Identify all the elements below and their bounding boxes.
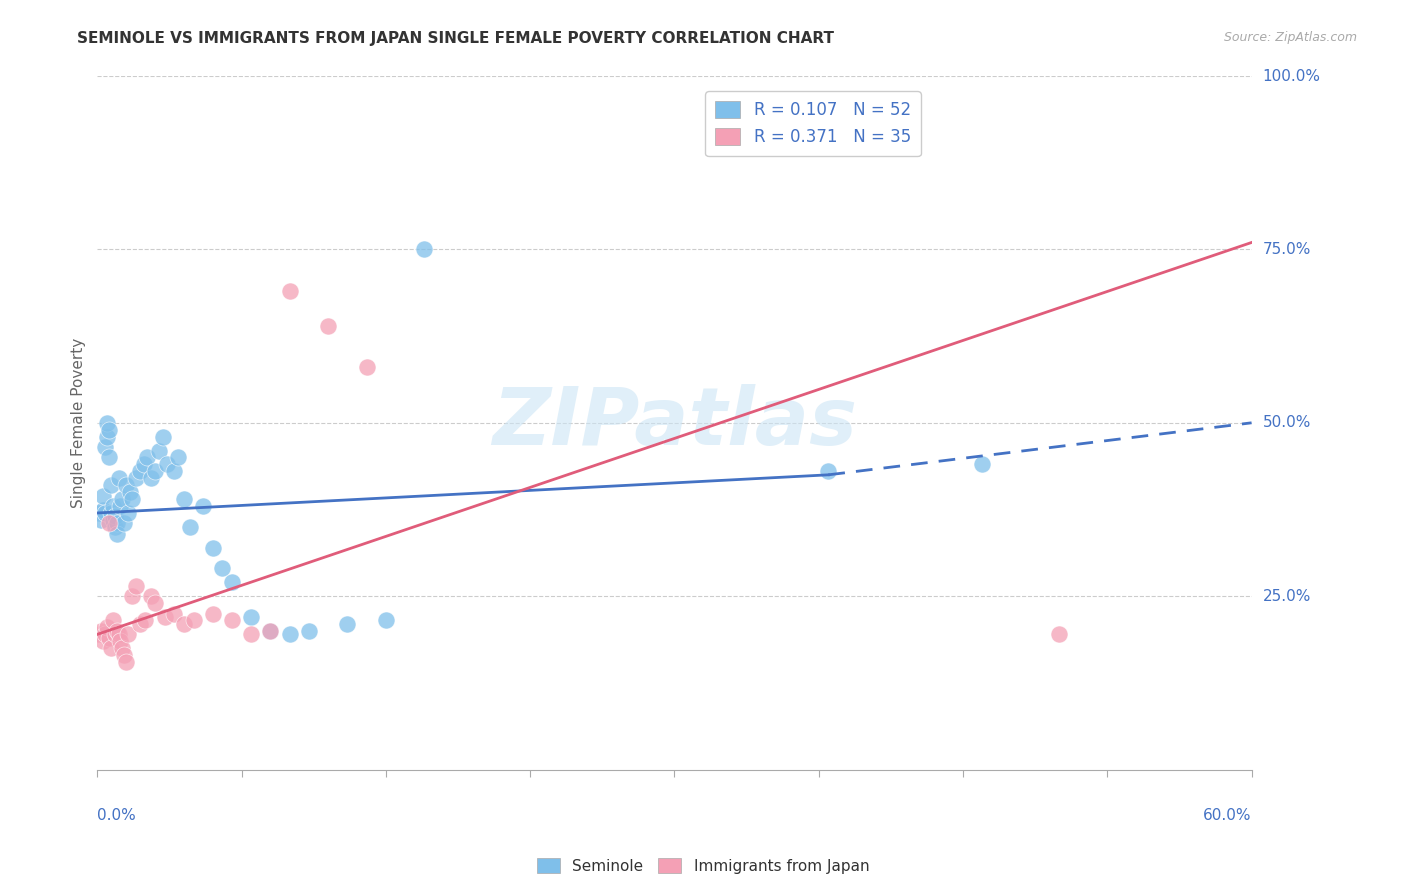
Legend: R = 0.107   N = 52, R = 0.371   N = 35: R = 0.107 N = 52, R = 0.371 N = 35 (706, 91, 921, 156)
Point (101, 614, 124, 628)
Point (100, 641, 122, 656)
Text: ZIPatlas: ZIPatlas (492, 384, 858, 462)
Point (817, 464, 839, 478)
Point (104, 520, 127, 534)
Point (201, 607, 224, 621)
Point (125, 471, 148, 485)
Point (374, 614, 396, 628)
Point (94, 627, 117, 641)
Text: 75.0%: 75.0% (1263, 242, 1310, 257)
Text: 100.0%: 100.0% (1263, 69, 1320, 84)
Point (101, 513, 124, 527)
Point (100, 506, 122, 520)
Point (173, 492, 195, 507)
Point (117, 627, 139, 641)
Point (91, 634, 114, 648)
Point (167, 450, 190, 465)
Point (105, 624, 128, 638)
Point (278, 627, 301, 641)
Point (132, 458, 155, 472)
Point (221, 614, 243, 628)
Point (972, 458, 994, 472)
Point (134, 614, 156, 628)
Point (191, 499, 214, 513)
Point (141, 471, 163, 485)
Point (136, 450, 159, 465)
Text: SEMINOLE VS IMMIGRANTS FROM JAPAN SINGLE FEMALE POVERTY CORRELATION CHART: SEMINOLE VS IMMIGRANTS FROM JAPAN SINGLE… (77, 31, 834, 46)
Point (240, 627, 263, 641)
Point (97, 516, 120, 531)
Point (100, 478, 122, 492)
Point (110, 634, 132, 648)
Point (148, 443, 170, 458)
Point (179, 520, 201, 534)
Point (1047, 627, 1070, 641)
Point (121, 589, 143, 603)
Point (112, 516, 135, 531)
Point (240, 610, 263, 624)
Point (104, 627, 127, 641)
Point (97, 631, 120, 645)
Y-axis label: Single Female Poverty: Single Female Poverty (72, 338, 86, 508)
Text: 25.0%: 25.0% (1263, 589, 1310, 604)
Point (356, 360, 378, 375)
Point (259, 624, 281, 638)
Point (94, 440, 117, 454)
Point (107, 627, 129, 641)
Point (115, 655, 138, 669)
Point (259, 624, 281, 638)
Point (163, 464, 186, 478)
Point (153, 610, 176, 624)
Point (121, 492, 143, 507)
Point (91, 502, 114, 516)
Point (173, 616, 195, 631)
Point (112, 648, 135, 662)
Point (128, 616, 150, 631)
Point (118, 485, 141, 500)
Point (152, 430, 174, 444)
Point (105, 526, 128, 541)
Point (111, 641, 134, 656)
Point (94, 506, 117, 520)
Point (128, 464, 150, 478)
Point (316, 318, 339, 333)
Point (201, 541, 224, 555)
Point (155, 458, 177, 472)
Point (105, 516, 128, 531)
Point (336, 616, 359, 631)
Point (110, 499, 132, 513)
Point (89, 627, 111, 641)
Point (96, 620, 118, 634)
Point (101, 499, 124, 513)
Point (163, 607, 186, 621)
Point (117, 506, 139, 520)
Point (141, 589, 163, 603)
Point (90, 513, 112, 527)
Point (211, 561, 233, 575)
Text: 60.0%: 60.0% (1204, 808, 1251, 823)
Point (89, 506, 111, 520)
Point (115, 478, 138, 492)
Point (278, 284, 301, 298)
Point (183, 614, 205, 628)
Point (125, 579, 148, 593)
Point (90, 624, 112, 638)
Point (413, 243, 436, 257)
Point (104, 509, 127, 524)
Point (221, 575, 243, 590)
Text: Source: ZipAtlas.com: Source: ZipAtlas.com (1223, 31, 1357, 45)
Point (298, 624, 321, 638)
Point (97, 450, 120, 465)
Point (143, 596, 166, 610)
Point (107, 471, 129, 485)
Text: 50.0%: 50.0% (1263, 416, 1310, 430)
Text: 0.0%: 0.0% (97, 808, 136, 823)
Point (97, 423, 120, 437)
Point (143, 464, 166, 478)
Point (91, 489, 114, 503)
Point (96, 416, 118, 430)
Legend: Seminole, Immigrants from Japan: Seminole, Immigrants from Japan (530, 852, 876, 880)
Point (96, 430, 118, 444)
Point (111, 492, 134, 507)
